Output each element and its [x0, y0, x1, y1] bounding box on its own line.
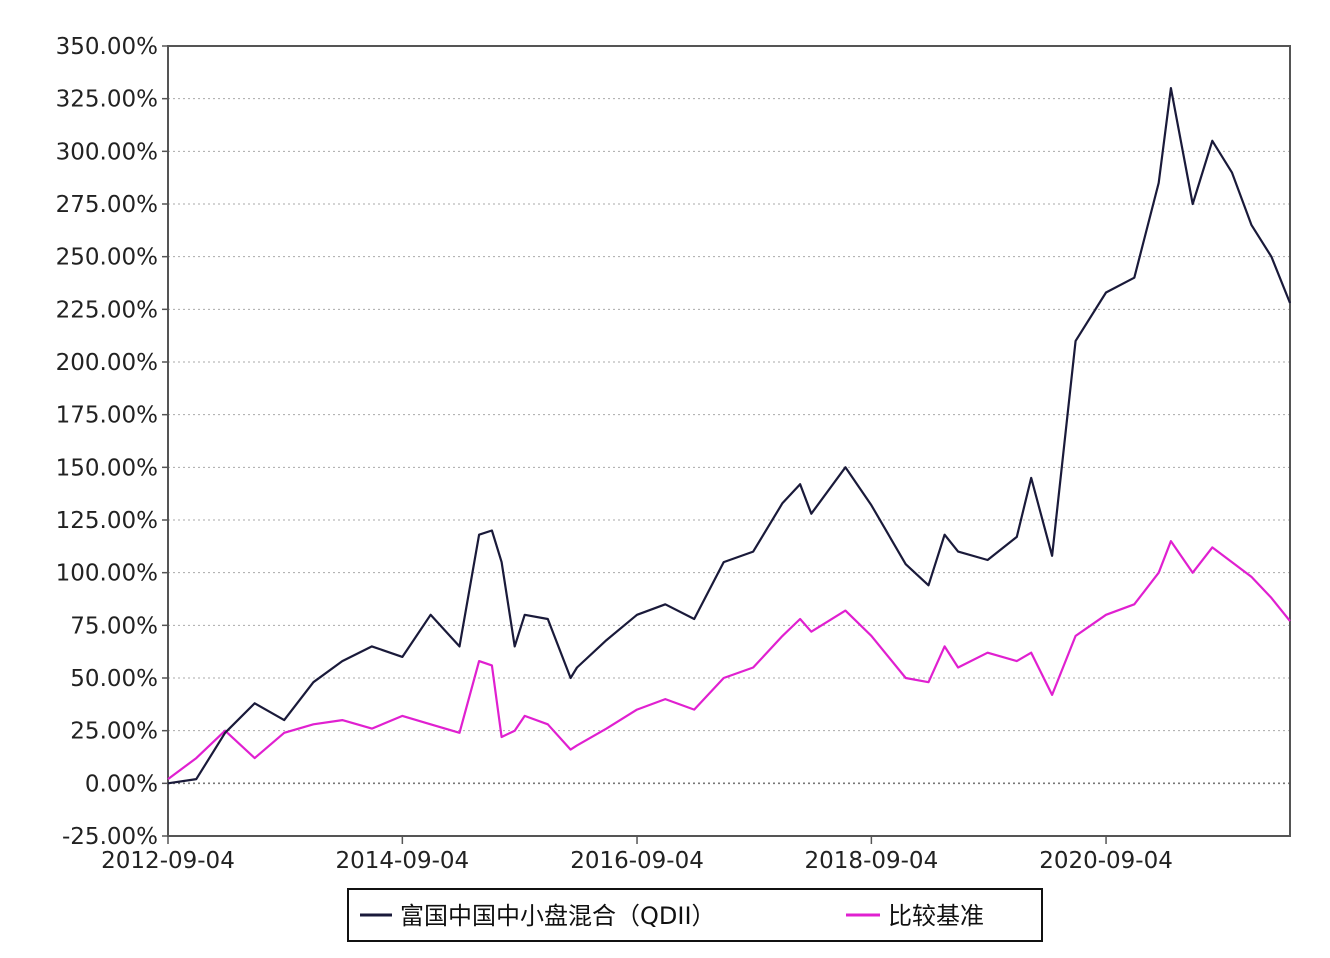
y-axis-ticks: 350.00% 325.00% 300.00% 275.00% 250.00% 225.0…	[56, 34, 168, 850]
x-tick-label: 2018-09-04	[805, 848, 939, 874]
y-tick-label: 175.00%	[56, 403, 158, 429]
y-tick-label: 250.00%	[56, 245, 158, 271]
y-tick-label: 225.00%	[56, 297, 158, 323]
y-tick-label: 25.00%	[70, 719, 158, 745]
y-tick-label: 75.00%	[70, 613, 158, 639]
y-tick-label: 300.00%	[56, 139, 158, 165]
legend-label-fund: 富国中国中小盘混合（QDII）	[400, 902, 716, 930]
legend-label-benchmark: 比较基准	[888, 902, 984, 930]
y-tick-label: 350.00%	[56, 34, 158, 60]
legend: 富国中国中小盘混合（QDII） 比较基准	[347, 888, 1043, 942]
y-tick-label: 150.00%	[56, 455, 158, 481]
x-tick-label: 2016-09-04	[570, 848, 704, 874]
x-tick-label: 2020-09-04	[1039, 848, 1173, 874]
axes	[167, 45, 1291, 837]
y-tick-label: 325.00%	[56, 87, 158, 113]
y-tick-label: 0.00%	[85, 771, 158, 797]
y-tick-label: 100.00%	[56, 561, 158, 587]
y-tick-label: 275.00%	[56, 192, 158, 218]
series-line-benchmark	[167, 539, 1291, 780]
x-tick-label: 2012-09-04	[101, 848, 235, 874]
series-lines	[167, 86, 1292, 785]
x-axis-ticks: 2012-09-04 2014-09-04 2016-09-04 2018-09-04…	[101, 836, 1173, 874]
y-tick-label: 200.00%	[56, 350, 158, 376]
plot-area-border	[167, 45, 1291, 837]
gridlines	[168, 98, 1290, 785]
y-tick-label: 50.00%	[70, 666, 158, 692]
y-tick-label: -25.00%	[62, 824, 158, 850]
y-tick-label: 125.00%	[56, 508, 158, 534]
legend-box	[347, 888, 1043, 942]
x-tick-label: 2014-09-04	[336, 848, 470, 874]
series-line-fund	[167, 86, 1292, 785]
